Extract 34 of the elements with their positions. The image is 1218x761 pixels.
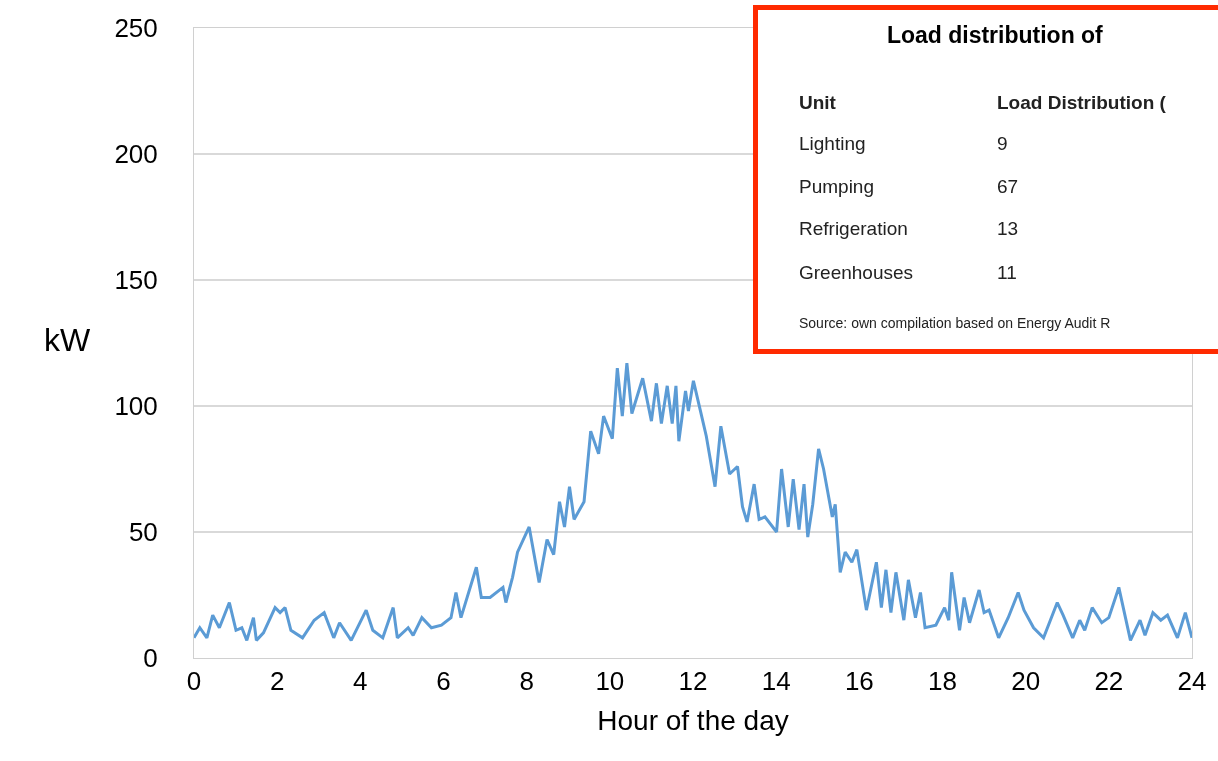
x-tick-label: 24 bbox=[1177, 666, 1207, 697]
x-tick-label: 18 bbox=[928, 666, 957, 697]
x-tick-label: 10 bbox=[595, 666, 625, 697]
annotation: Source: own compilation based on Energy Audit R bbox=[799, 315, 1111, 331]
x-tick-label: 20 bbox=[1011, 666, 1041, 697]
y-tick-label: 100 bbox=[114, 391, 158, 422]
x-tick-label: 8 bbox=[519, 666, 534, 697]
text: Load distribution of bbox=[886, 22, 1104, 48]
x-tick-label: 12 bbox=[678, 666, 708, 697]
y-axis-title: kW bbox=[44, 322, 91, 358]
data-label: 67 bbox=[997, 176, 1019, 197]
x-tick-label: 16 bbox=[844, 666, 874, 697]
line-series bbox=[194, 361, 1192, 642]
y-tick-label: 200 bbox=[114, 139, 158, 170]
text: Load Distribution ( bbox=[997, 92, 1167, 113]
x-tick-label: 14 bbox=[761, 666, 791, 697]
category-label: Lighting bbox=[799, 133, 866, 154]
category-label: Greenhouses bbox=[799, 262, 914, 283]
category-label: Pumping bbox=[799, 176, 874, 197]
y-tick-label: 50 bbox=[128, 517, 158, 548]
category-label: Refrigeration bbox=[799, 218, 908, 239]
text: Unit bbox=[799, 92, 837, 113]
data-label: 11 bbox=[997, 262, 1017, 283]
data-label: 13 bbox=[997, 218, 1019, 239]
x-tick-label: 22 bbox=[1094, 666, 1124, 697]
x-tick-label: 6 bbox=[436, 666, 451, 697]
data-label: 9 bbox=[997, 133, 1008, 154]
y-tick-label: 0 bbox=[143, 643, 158, 674]
x-axis-title: Hour of the day bbox=[597, 705, 789, 737]
y-tick-label: 150 bbox=[114, 265, 158, 296]
y-tick-label: 250 bbox=[114, 13, 158, 44]
x-tick-label: 0 bbox=[186, 666, 202, 697]
x-tick-label: 4 bbox=[353, 666, 368, 697]
x-tick-label: 2 bbox=[269, 666, 285, 697]
